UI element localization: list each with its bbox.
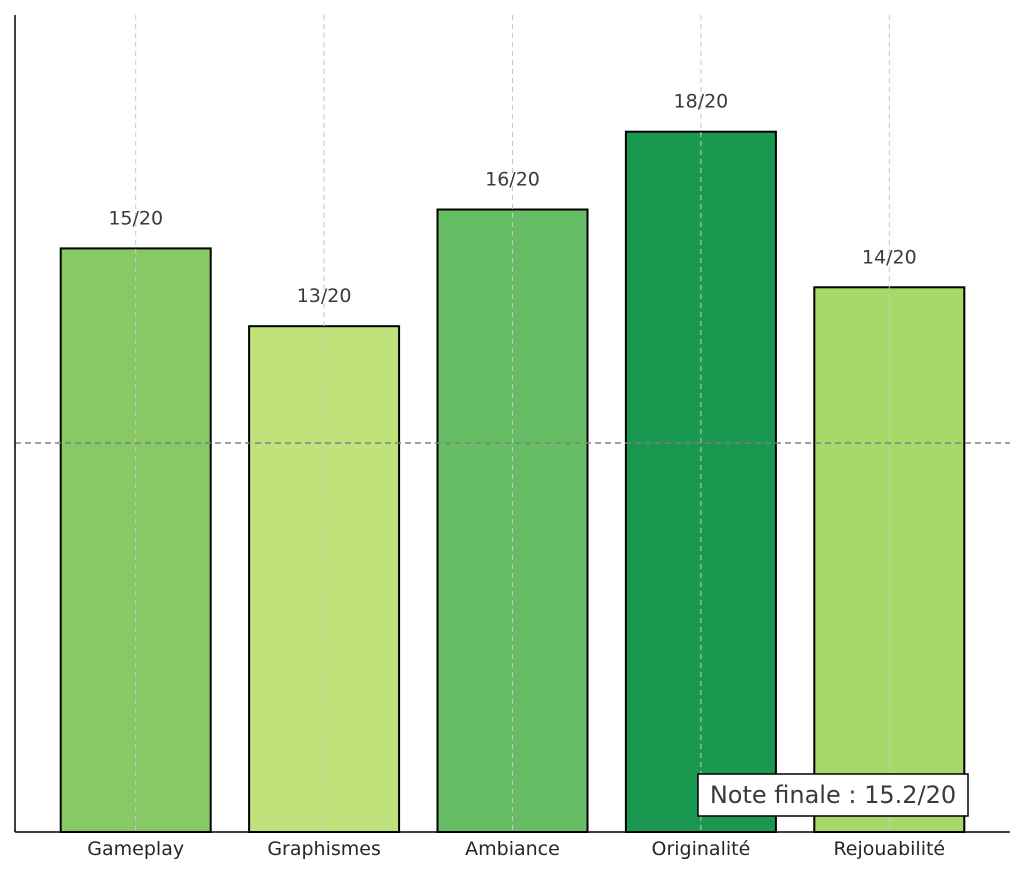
x-tick-labels: Gameplay Graphismes Ambiance Originalité Rej… — [87, 838, 945, 860]
value-label-originalite: 18/20 — [674, 91, 729, 113]
value-labels: 15/20 13/20 16/20 18/20 14/20 — [108, 91, 916, 308]
final-score-box — [697, 773, 969, 817]
x-tick-label-gameplay: Gameplay — [87, 838, 184, 860]
value-label-ambiance: 16/20 — [485, 169, 540, 191]
value-label-graphismes: 13/20 — [297, 285, 352, 307]
bar-originalite — [624, 130, 777, 833]
value-label-gameplay: 15/20 — [108, 207, 163, 229]
final-score-text: Note finale : 15.2/20 — [710, 781, 956, 809]
final-score-annotation: Note finale : 15.2/20 — [697, 773, 969, 817]
x-tick-label-rejouabilite: Rejouabilité — [833, 838, 945, 860]
value-label-rejouabilite: 14/20 — [862, 246, 917, 268]
x-tick-label-graphismes: Graphismes — [267, 838, 381, 860]
x-tick-label-originalite: Originalité — [652, 838, 751, 860]
grid-lines — [135, 15, 890, 832]
x-tick-label-ambiance: Ambiance — [465, 838, 560, 860]
